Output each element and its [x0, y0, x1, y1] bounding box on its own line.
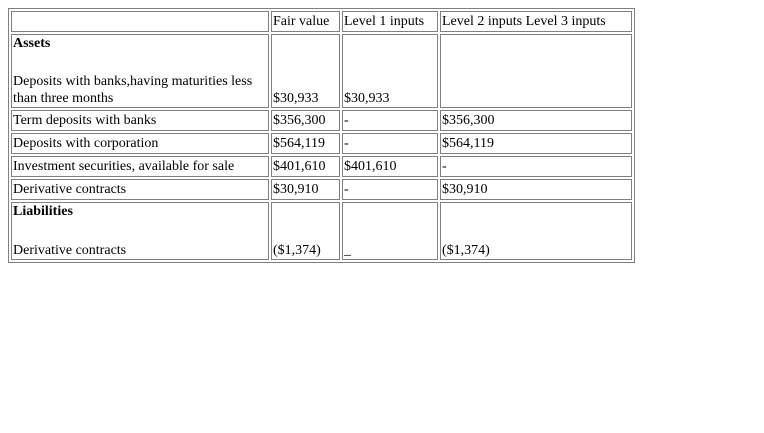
level23-cell: - — [440, 156, 632, 177]
row-label: Deposits with corporation — [11, 133, 269, 154]
section-heading-liabilities: Liabilities — [13, 204, 73, 219]
level23-cell — [440, 34, 632, 108]
assets-cell-stack: Assets Deposits with banks,having maturi… — [13, 35, 267, 107]
table-row: Assets Deposits with banks,having maturi… — [11, 34, 632, 108]
level23-cell: $356,300 — [440, 110, 632, 131]
row-label-cell: Liabilities Derivative contracts — [11, 202, 269, 260]
level1-cell: $401,610 — [342, 156, 438, 177]
header-level2-level3-inputs: Level 2 inputs Level 3 inputs — [440, 11, 632, 32]
row-label: Derivative contracts — [11, 179, 269, 200]
fair-value-cell: $401,610 — [271, 156, 340, 177]
fair-value-table: Fair value Level 1 inputs Level 2 inputs… — [8, 8, 635, 263]
level1-cell: - — [342, 110, 438, 131]
row-label: Derivative contracts — [13, 243, 127, 258]
header-level1-inputs: Level 1 inputs — [342, 11, 438, 32]
row-label-cell: Assets Deposits with banks,having maturi… — [11, 34, 269, 108]
row-label: Deposits with banks,having maturities le… — [13, 74, 253, 106]
header-row: Fair value Level 1 inputs Level 2 inputs… — [11, 11, 632, 32]
table-row: Deposits with corporation $564,119 - $56… — [11, 133, 632, 154]
level1-cell: $30,933 — [342, 34, 438, 108]
row-label: Investment securities, available for sal… — [11, 156, 269, 177]
level1-cell: - — [342, 179, 438, 200]
table-row: Liabilities Derivative contracts ($1,374… — [11, 202, 632, 260]
fair-value-cell: $356,300 — [271, 110, 340, 131]
header-label-cell — [11, 11, 269, 32]
row-label: Term deposits with banks — [11, 110, 269, 131]
fair-value-cell: $30,933 — [271, 34, 340, 108]
level23-cell: $30,910 — [440, 179, 632, 200]
level1-cell: _ — [342, 202, 438, 260]
liabilities-cell-stack: Liabilities Derivative contracts — [13, 203, 267, 259]
section-heading-assets: Assets — [13, 36, 51, 51]
level23-cell: $564,119 — [440, 133, 632, 154]
level1-cell: - — [342, 133, 438, 154]
fair-value-cell: $30,910 — [271, 179, 340, 200]
table-row: Term deposits with banks $356,300 - $356… — [11, 110, 632, 131]
fair-value-cell: $564,119 — [271, 133, 340, 154]
table-row: Investment securities, available for sal… — [11, 156, 632, 177]
header-fair-value: Fair value — [271, 11, 340, 32]
table-row: Derivative contracts $30,910 - $30,910 — [11, 179, 632, 200]
level23-cell: ($1,374) — [440, 202, 632, 260]
fair-value-cell: ($1,374) — [271, 202, 340, 260]
